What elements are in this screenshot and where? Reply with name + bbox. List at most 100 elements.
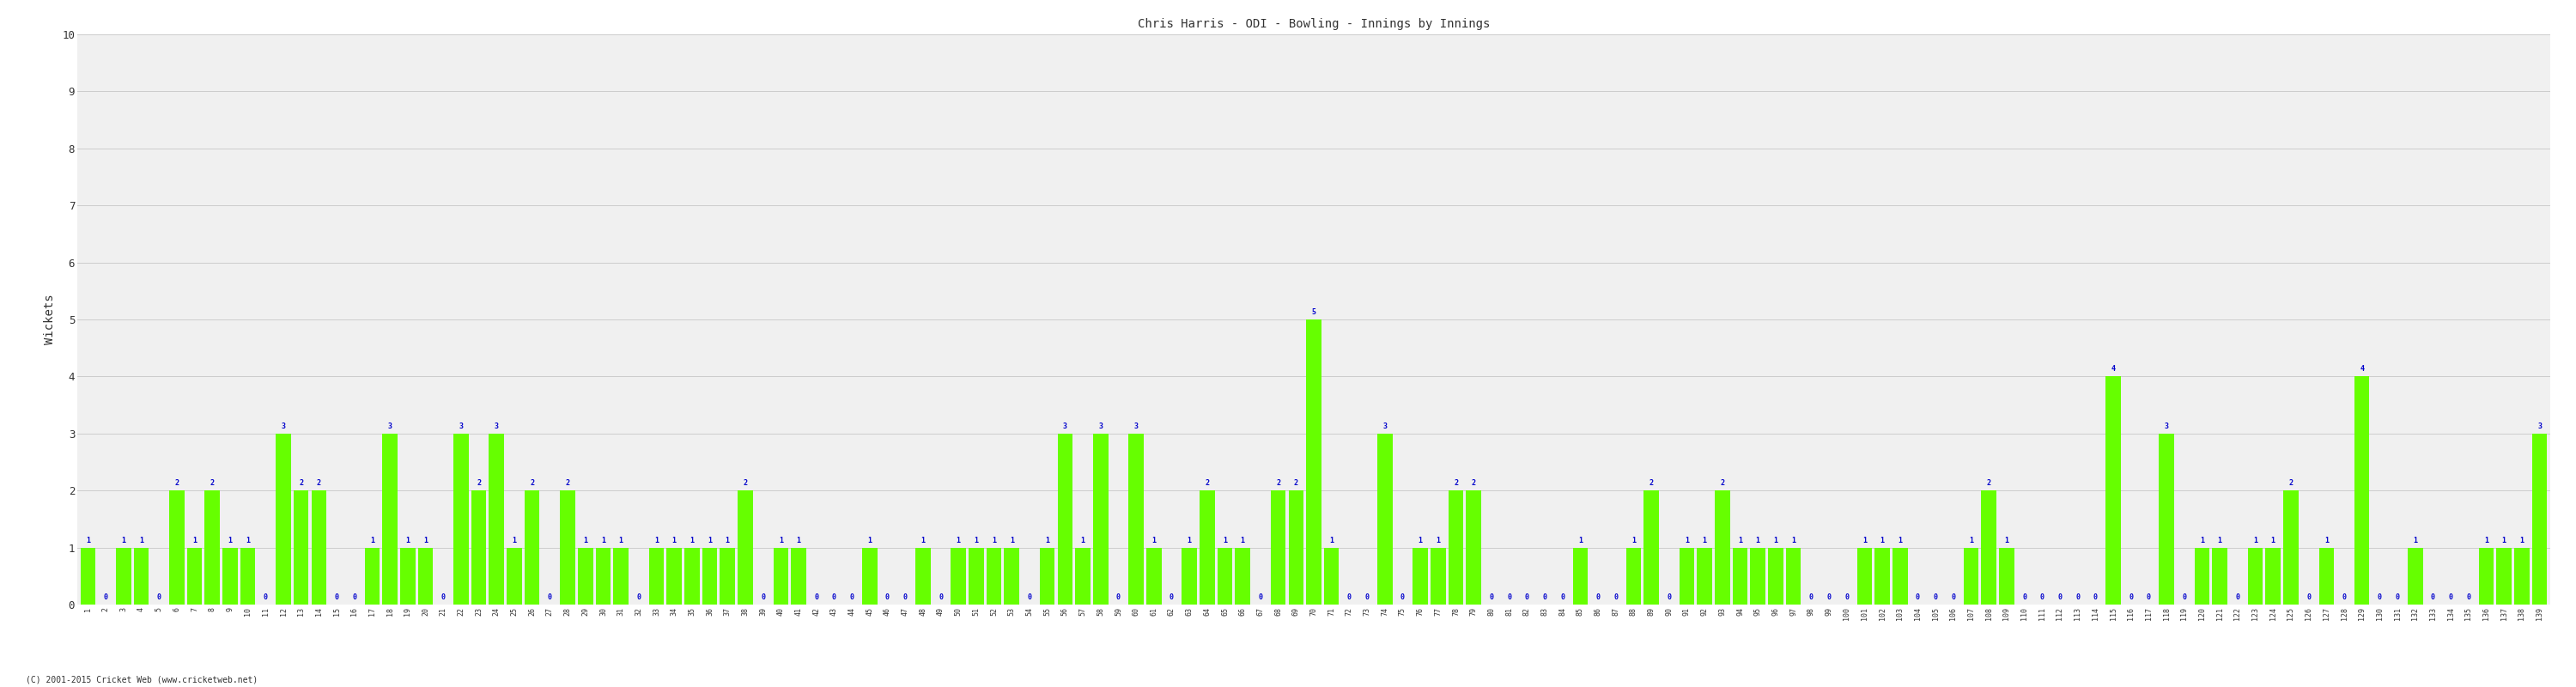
- Bar: [1412, 548, 1427, 605]
- Text: 3: 3: [2537, 423, 2543, 430]
- Text: 1: 1: [1329, 537, 1334, 544]
- Bar: [312, 491, 327, 605]
- Text: 3: 3: [2164, 423, 2169, 430]
- Bar: [863, 548, 878, 605]
- Bar: [685, 548, 701, 605]
- Text: 0: 0: [549, 594, 551, 601]
- Text: 2: 2: [742, 480, 747, 487]
- Text: 1: 1: [618, 537, 623, 544]
- Bar: [1005, 548, 1020, 605]
- Bar: [2249, 548, 2262, 605]
- Bar: [1625, 548, 1641, 605]
- Text: 0: 0: [904, 594, 907, 601]
- Text: 0: 0: [1543, 594, 1546, 601]
- Bar: [1767, 548, 1783, 605]
- Text: 1: 1: [2218, 537, 2223, 544]
- Text: 0: 0: [1507, 594, 1512, 601]
- Text: 0: 0: [263, 594, 268, 601]
- Text: 3: 3: [389, 423, 392, 430]
- Bar: [649, 548, 665, 605]
- Bar: [1074, 548, 1090, 605]
- Bar: [1734, 548, 1747, 605]
- Text: 0: 0: [1667, 594, 1672, 601]
- Bar: [507, 548, 523, 605]
- Text: 1: 1: [193, 537, 196, 544]
- Text: 1: 1: [513, 537, 515, 544]
- Text: 0: 0: [1365, 594, 1370, 601]
- Bar: [1234, 548, 1249, 605]
- Bar: [1041, 548, 1054, 605]
- Bar: [526, 491, 538, 605]
- Bar: [294, 491, 309, 605]
- Text: 0: 0: [157, 594, 162, 601]
- Text: 0: 0: [1257, 594, 1262, 601]
- Bar: [204, 491, 219, 605]
- Text: 0: 0: [2342, 594, 2347, 601]
- Text: 1: 1: [2324, 537, 2329, 544]
- Text: 1: 1: [1224, 537, 1226, 544]
- Text: 2: 2: [531, 480, 533, 487]
- Text: 0: 0: [636, 594, 641, 601]
- Text: 0: 0: [1844, 594, 1850, 601]
- Text: 1: 1: [920, 537, 925, 544]
- Text: 0: 0: [1489, 594, 1494, 601]
- Bar: [2514, 548, 2530, 605]
- Text: (C) 2001-2015 Cricket Web (www.cricketweb.net): (C) 2001-2015 Cricket Web (www.cricketwe…: [26, 675, 258, 684]
- Bar: [1466, 491, 1481, 605]
- Y-axis label: Wickets: Wickets: [44, 294, 57, 345]
- Bar: [381, 433, 397, 605]
- Text: 1: 1: [1579, 537, 1582, 544]
- Text: 0: 0: [2094, 594, 2097, 601]
- Text: 0: 0: [2182, 594, 2187, 601]
- Bar: [703, 548, 716, 605]
- Bar: [1999, 548, 2014, 605]
- Text: 2: 2: [567, 480, 569, 487]
- Text: 2: 2: [477, 480, 482, 487]
- Text: 2: 2: [1206, 480, 1208, 487]
- Text: 1: 1: [992, 537, 997, 544]
- Bar: [134, 548, 149, 605]
- Bar: [2213, 548, 2228, 605]
- Bar: [987, 548, 1002, 605]
- Text: 1: 1: [2272, 537, 2275, 544]
- Text: 1: 1: [974, 537, 979, 544]
- Text: 2: 2: [1453, 480, 1458, 487]
- Text: 3: 3: [1133, 423, 1139, 430]
- Text: 0: 0: [1401, 594, 1404, 601]
- Text: 0: 0: [1028, 594, 1030, 601]
- Bar: [222, 548, 237, 605]
- Bar: [1288, 491, 1303, 605]
- Bar: [453, 433, 469, 605]
- Bar: [471, 491, 487, 605]
- Text: 1: 1: [371, 537, 374, 544]
- Text: 0: 0: [2306, 594, 2311, 601]
- Text: 0: 0: [2450, 594, 2452, 601]
- Text: 1: 1: [1790, 537, 1795, 544]
- Text: 1: 1: [672, 537, 677, 544]
- Text: 1: 1: [121, 537, 126, 544]
- Text: 0: 0: [1525, 594, 1530, 601]
- Bar: [2264, 548, 2280, 605]
- Text: 0: 0: [440, 594, 446, 601]
- Text: 1: 1: [245, 537, 250, 544]
- Text: 1: 1: [404, 537, 410, 544]
- Text: 0: 0: [335, 594, 340, 601]
- Text: 3: 3: [459, 423, 464, 430]
- Text: 1: 1: [2501, 537, 2506, 544]
- Bar: [276, 433, 291, 605]
- Bar: [2478, 548, 2494, 605]
- Bar: [914, 548, 930, 605]
- Text: 0: 0: [760, 594, 765, 601]
- Text: 3: 3: [281, 423, 286, 430]
- Bar: [1200, 491, 1216, 605]
- Text: 2: 2: [317, 480, 322, 487]
- Text: 0: 0: [832, 594, 837, 601]
- Text: 1: 1: [1188, 537, 1193, 544]
- Text: 1: 1: [1151, 537, 1157, 544]
- Bar: [2496, 548, 2512, 605]
- Text: 0: 0: [2040, 594, 2045, 601]
- Text: 1: 1: [1419, 537, 1422, 544]
- Text: 0: 0: [2378, 594, 2383, 601]
- Text: 0: 0: [1597, 594, 1600, 601]
- Text: 2: 2: [175, 480, 178, 487]
